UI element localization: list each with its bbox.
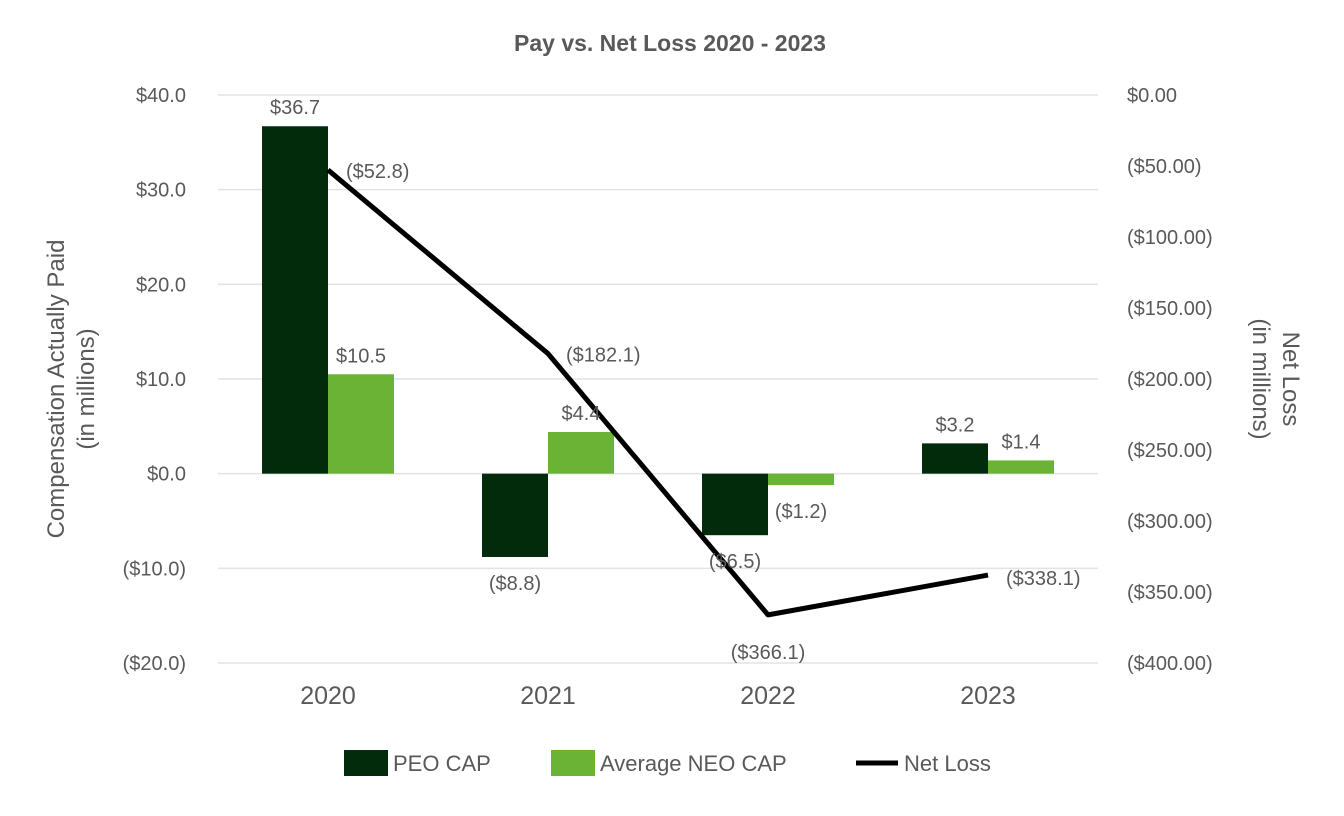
y2-tick-label: ($250.00)	[1127, 440, 1213, 462]
y-tick-label: ($10.0)	[123, 558, 186, 580]
legend-label: Average NEO CAP	[600, 751, 787, 776]
net-loss-data-label: ($366.1)	[731, 642, 806, 664]
bar-data-label: $36.7	[270, 97, 320, 119]
legend-swatch	[551, 750, 595, 776]
x-tick-label: 2022	[740, 682, 796, 710]
bar-data-label: $1.4	[1002, 431, 1041, 453]
y-tick-label: $40.0	[136, 85, 186, 107]
legend-swatch	[344, 750, 388, 776]
y-axis-title: Compensation Actually Paid (in millions)	[43, 240, 100, 539]
net-loss-line	[326, 168, 989, 618]
y2-tick-label: ($300.00)	[1127, 511, 1213, 533]
x-tick-label: 2023	[960, 682, 1016, 710]
peo-cap-bar-2022	[702, 473, 768, 536]
x-axis-ticks: 2020 2021 2022 2023	[300, 682, 1016, 710]
net-loss-line-layer	[326, 168, 989, 618]
legend-label: PEO CAP	[393, 751, 491, 776]
y2-tick-label: ($150.00)	[1127, 298, 1213, 320]
y2-tick-label: ($50.00)	[1127, 156, 1202, 178]
y2-axis-title-line: Net Loss	[1277, 332, 1304, 427]
legend-label: Net Loss	[904, 751, 991, 776]
net-loss-data-label: ($182.1)	[566, 345, 641, 367]
y2-tick-label: ($100.00)	[1127, 227, 1213, 249]
y2-axis-ticks: $0.00 ($50.00) ($100.00) ($150.00) ($200.00)…	[1127, 85, 1213, 675]
y-tick-label: $30.0	[136, 180, 186, 202]
y2-axis-title-line: (in millions)	[1247, 318, 1274, 439]
neo-cap-bar-2020	[328, 374, 394, 474]
y-tick-label: ($20.0)	[123, 653, 186, 675]
data-labels: $36.7 ($8.8) ($6.5) $3.2 $10.5 $4.4 ($1.2) $1.4…	[270, 97, 1081, 664]
bar-data-label: $3.2	[936, 414, 975, 436]
y2-tick-label: ($350.00)	[1127, 582, 1213, 604]
y-tick-label: $20.0	[136, 274, 186, 296]
bar-data-label: ($8.8)	[489, 573, 541, 595]
chart-title: Pay vs. Net Loss 2020 - 2023	[514, 30, 826, 56]
y-tick-label: $10.0	[136, 369, 186, 391]
x-tick-label: 2021	[520, 682, 576, 710]
neo-cap-bar-2021	[548, 432, 614, 474]
y2-tick-label: ($400.00)	[1127, 653, 1213, 675]
y2-axis-title: Net Loss(in millions)	[1247, 318, 1304, 439]
neo-cap-bar-2022	[768, 473, 834, 486]
peo-cap-bar-2021	[482, 473, 548, 557]
bars	[262, 126, 1054, 557]
bar-data-label: $10.5	[336, 345, 386, 367]
neo-cap-bar-2023	[988, 460, 1054, 474]
y2-tick-label: $0.00	[1127, 85, 1177, 107]
bar-data-label: ($1.2)	[775, 501, 827, 523]
x-tick-label: 2020	[300, 682, 356, 710]
bar-data-label: ($6.5)	[709, 551, 761, 573]
peo-cap-bar-2020	[262, 126, 328, 474]
axis-titles: Compensation Actually Paid (in millions) N…	[43, 240, 1304, 539]
y2-tick-label: ($200.00)	[1127, 369, 1213, 391]
peo-cap-bar-2023	[922, 443, 988, 474]
net-loss-data-label: ($338.1)	[1006, 568, 1081, 590]
y-axis-title-line: (in millions)	[73, 328, 100, 449]
y-axis-ticks: $40.0 $30.0 $20.0 $10.0 $0.0 ($10.0) ($20.0)	[123, 85, 186, 675]
y-axis-title-line: Compensation Actually Paid	[43, 240, 70, 539]
y-tick-label: $0.0	[147, 464, 186, 486]
net-loss-data-label: ($52.8)	[346, 161, 409, 183]
bar-data-label: $4.4	[562, 403, 601, 425]
legend: PEO CAP Average NEO CAP Net Loss	[344, 750, 991, 776]
